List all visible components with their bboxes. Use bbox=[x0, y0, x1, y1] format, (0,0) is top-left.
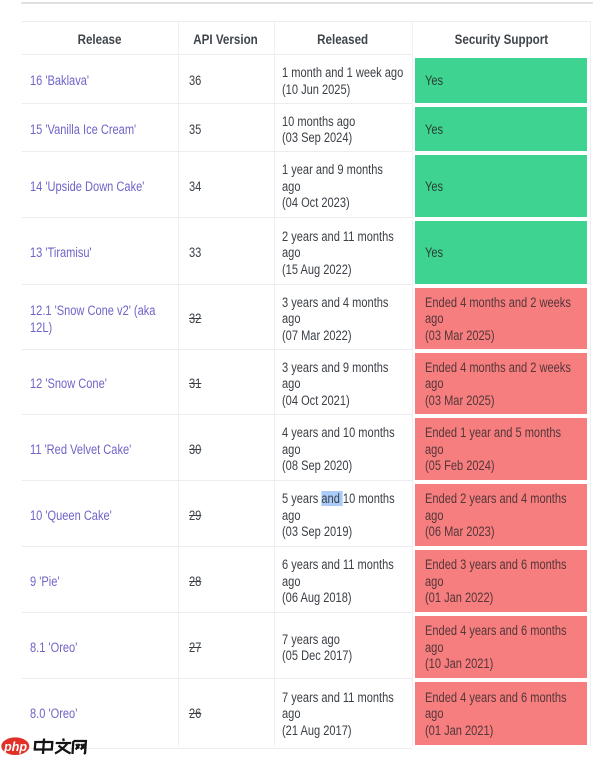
svg-text:php: php bbox=[3, 740, 27, 754]
